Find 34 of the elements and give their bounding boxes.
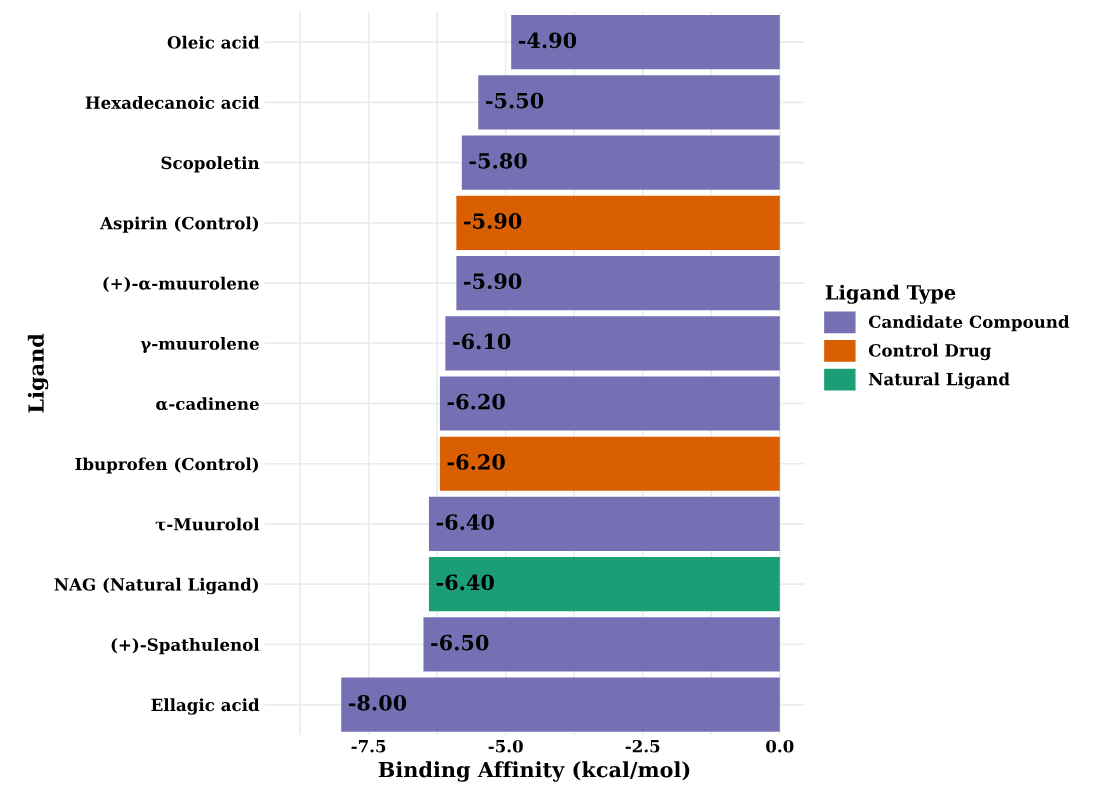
data-label: -6.20 (447, 454, 505, 470)
data-label: -5.50 (485, 92, 544, 109)
y-tick-label: Ibuprofen (Control) (75, 457, 259, 474)
legend-title: Ligand Type (825, 284, 956, 304)
y-tick-label: τ-Muurolol (155, 517, 260, 531)
y-tick-label: (+)-α-muurolene (103, 276, 259, 292)
y-tick-label: NAG (Natural Ligand) (54, 577, 259, 595)
y-tick-label: Scopoletin (161, 156, 260, 173)
x-tick-label: -5.0 (488, 739, 523, 753)
y-tick-label: (+)-Spathulenol (111, 638, 260, 655)
x-tick-label: -2.5 (625, 739, 660, 753)
x-tick-label: -7.5 (351, 740, 386, 753)
data-label: -6.10 (453, 333, 511, 350)
y-axis-title: Ligand (27, 333, 49, 413)
y-tick-label: Oleic acid (167, 35, 260, 49)
y-tick-label: Aspirin (Control) (99, 216, 259, 233)
data-label: -6.20 (447, 393, 505, 410)
legend-label: Candidate Compound (868, 315, 1070, 332)
data-label: -4.90 (518, 32, 577, 49)
data-label: -5.90 (464, 273, 522, 290)
y-tick-label: Hexadecanoic acid (85, 96, 260, 109)
y-tick-label: α-cadinene (156, 397, 259, 411)
data-label: -5.80 (469, 152, 527, 169)
data-label: -6.40 (436, 574, 494, 591)
data-label: -6.50 (431, 634, 489, 651)
y-tick-label: γ-muurolene (140, 336, 259, 354)
y-tick-label: Ellagic acid (151, 698, 260, 715)
data-label: -6.40 (436, 514, 494, 530)
x-axis-title: Binding Affinity (kcal/mol) (378, 761, 690, 782)
x-tick-label: 0.0 (766, 739, 794, 753)
data-label: -5.90 (464, 213, 522, 229)
data-label: -8.00 (348, 694, 407, 711)
legend-label: Control Drug (868, 343, 992, 361)
legend-label: Natural Ligand (868, 372, 1010, 389)
